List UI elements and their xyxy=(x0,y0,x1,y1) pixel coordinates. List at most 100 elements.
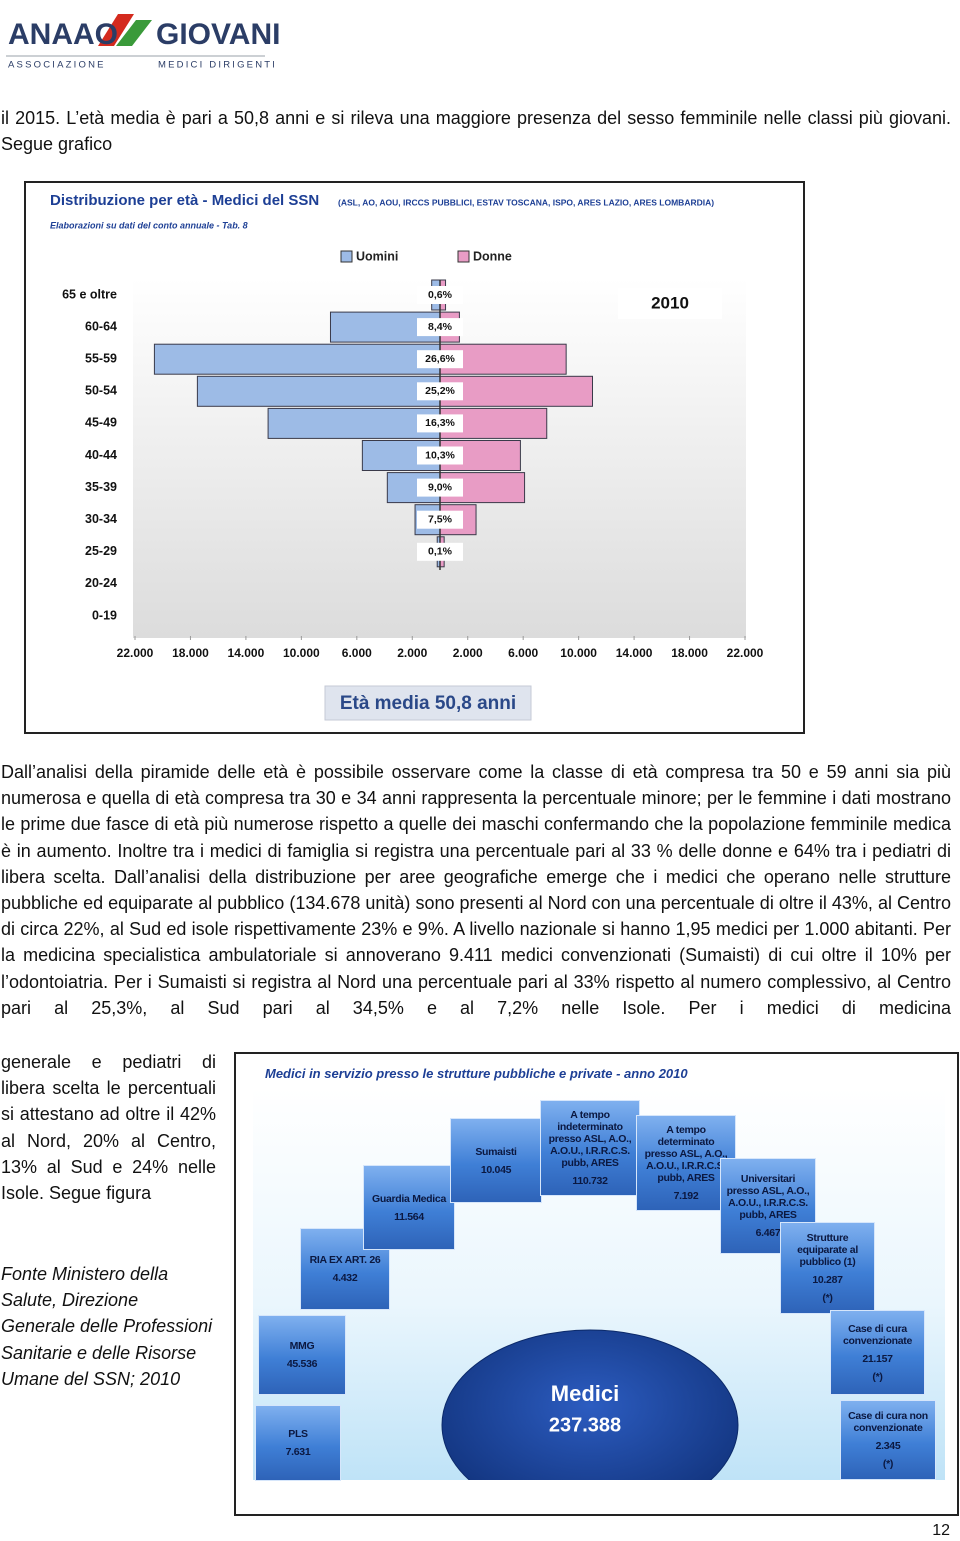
x-tick-label: 6.000 xyxy=(342,646,372,660)
center-label: Medici xyxy=(551,1381,619,1406)
diagram-node: Case di cura convenzionate 21.157 (*) xyxy=(830,1310,925,1395)
source-note: Fonte Ministero della Salute, Direzione … xyxy=(1,1264,213,1389)
category-label: 35-39 xyxy=(85,480,117,494)
category-label: 20-24 xyxy=(85,576,117,590)
category-label: 0-19 xyxy=(92,608,117,622)
diagram-node: Guardia Medica 11.564 xyxy=(363,1165,455,1250)
node-label: RIA EX ART. 26 xyxy=(309,1254,381,1266)
node-note: (*) xyxy=(822,1292,833,1304)
center-ellipse xyxy=(441,1329,739,1480)
category-label: 60-64 xyxy=(85,319,117,333)
chart-title: Distribuzione per età - Medici del SSN xyxy=(50,192,319,209)
share-label: 25,2% xyxy=(425,385,455,397)
share-label: 9,0% xyxy=(428,481,453,493)
logo-tagline: MEDICI DIRIGENTI xyxy=(158,60,277,71)
diagram-node: Sumaisti 10.045 xyxy=(450,1118,542,1203)
logo: ANAAO GIOVANI ASSOCIAZIONE MEDICI DIRIGE… xyxy=(6,14,280,71)
diagram-node: Strutture equiparate al pubblico (1) 10.2… xyxy=(780,1222,875,1314)
year-label: 2010 xyxy=(651,293,689,312)
share-label: 7,5% xyxy=(428,513,453,525)
legend-label: Donne xyxy=(473,249,512,263)
share-label-box xyxy=(417,478,463,497)
x-tick-label: 2.000 xyxy=(397,646,427,660)
share-label-box xyxy=(417,350,463,369)
diagram-node: Case di cura non convenzionate 2.345 (*) xyxy=(840,1400,936,1480)
node-label: Sumaisti xyxy=(475,1145,517,1158)
x-tick-label: 14.000 xyxy=(228,646,265,660)
legend-swatch xyxy=(340,250,353,263)
bar xyxy=(196,375,441,407)
share-label-box xyxy=(417,286,463,304)
chart-subtitle: (ASL, AO, AOU, IRCCS PUBBLICI, ESTAV TOS… xyxy=(338,197,714,207)
share-label-box xyxy=(417,318,463,337)
share-label: 26,6% xyxy=(425,353,455,365)
diagram-title: Medici in servizio presso le strutture p… xyxy=(265,1066,688,1081)
node-label: A tempo determinato presso ASL, A.O., A.… xyxy=(644,1124,728,1184)
node-value: 21.157 xyxy=(862,1352,893,1365)
category-label: 65 e oltre xyxy=(62,287,117,301)
node-note: (*) xyxy=(882,1458,894,1470)
category-label: 45-49 xyxy=(85,416,117,430)
node-value: 45.536 xyxy=(286,1358,318,1370)
x-tick-label: 10.000 xyxy=(283,646,320,660)
node-label: PLS xyxy=(288,1428,308,1440)
paragraph: Dall’analisi della piramide delle età è … xyxy=(1,762,951,1018)
diagram-center: Medici 237.388 xyxy=(441,1329,739,1480)
node-label: Universitari presso ASL, A.O., A.O.U., I… xyxy=(726,1173,810,1221)
x-tick-label: 18.000 xyxy=(671,646,708,660)
node-value: 10.287 xyxy=(812,1274,843,1286)
chart: Distribuzione per età - Medici del SSN (A… xyxy=(50,192,764,721)
node-value: 6.467 xyxy=(755,1227,781,1239)
node-label: Strutture equiparate al pubblico (1) xyxy=(797,1232,858,1268)
logo-tagline: ASSOCIAZIONE xyxy=(8,60,106,71)
diagram-node: RIA EX ART. 26 4.432 xyxy=(300,1228,390,1310)
logo-name: ANAAO xyxy=(8,18,118,51)
category-label: 25-29 xyxy=(85,544,117,558)
diagram-node: PLS 7.631 xyxy=(255,1405,341,1481)
node-label: Guardia Medica xyxy=(372,1192,446,1205)
x-tick-label: 18.000 xyxy=(172,646,209,660)
node-label: Case di cura non convenzionate xyxy=(848,1410,928,1434)
summary-label: Età media 50,8 anni xyxy=(340,693,516,714)
x-tick-label: 14.000 xyxy=(616,646,653,660)
node-value: 4.432 xyxy=(332,1272,358,1284)
legend-swatch xyxy=(457,250,470,263)
category-label: 30-34 xyxy=(85,512,117,526)
bar xyxy=(267,407,441,439)
share-label-box xyxy=(417,414,463,433)
node-value: 7.631 xyxy=(285,1446,311,1458)
node-label: Case di cura convenzionate xyxy=(842,1322,913,1347)
node-value: 10.045 xyxy=(480,1163,512,1176)
share-label: 0,1% xyxy=(428,546,453,558)
logo-shape xyxy=(98,14,134,46)
category-label: 50-54 xyxy=(85,384,117,398)
chart-note: Elaborazioni su dati del conto annuale -… xyxy=(50,220,248,230)
summary-box xyxy=(324,685,532,721)
share-label: 8,4% xyxy=(428,321,453,333)
intro-text: il 2015. L’età media è pari a 50,8 anni … xyxy=(1,108,951,155)
logo-shape xyxy=(116,20,152,46)
node-value: 11.564 xyxy=(394,1210,424,1223)
paragraph: generale e pediatri di libera scelta le … xyxy=(1,1052,216,1204)
share-label-box xyxy=(417,510,463,529)
node-note: (*) xyxy=(872,1370,883,1383)
x-tick-label: 10.000 xyxy=(560,646,597,660)
node-value: 110.732 xyxy=(572,1175,608,1187)
bar xyxy=(153,343,441,375)
share-label: 16,3% xyxy=(425,417,455,429)
node-label: MMG xyxy=(289,1340,315,1352)
share-label-box xyxy=(417,446,463,465)
diagram-node: A tempo determinato presso ASL, A.O., A.… xyxy=(636,1115,736,1211)
x-tick-label: 22.000 xyxy=(117,646,154,660)
x-tick-label: 2.000 xyxy=(453,646,483,660)
share-label: 10,3% xyxy=(425,449,455,461)
legend-label: Uomini xyxy=(356,249,398,263)
logo-name: GIOVANI xyxy=(156,18,280,51)
page-number: 12 xyxy=(932,1522,950,1539)
share-label-box xyxy=(417,542,463,561)
category-label: 55-59 xyxy=(85,351,117,365)
node-value: 2.345 xyxy=(875,1440,901,1452)
diagram-node: MMG 45.536 xyxy=(258,1315,346,1395)
year-box xyxy=(618,288,722,319)
